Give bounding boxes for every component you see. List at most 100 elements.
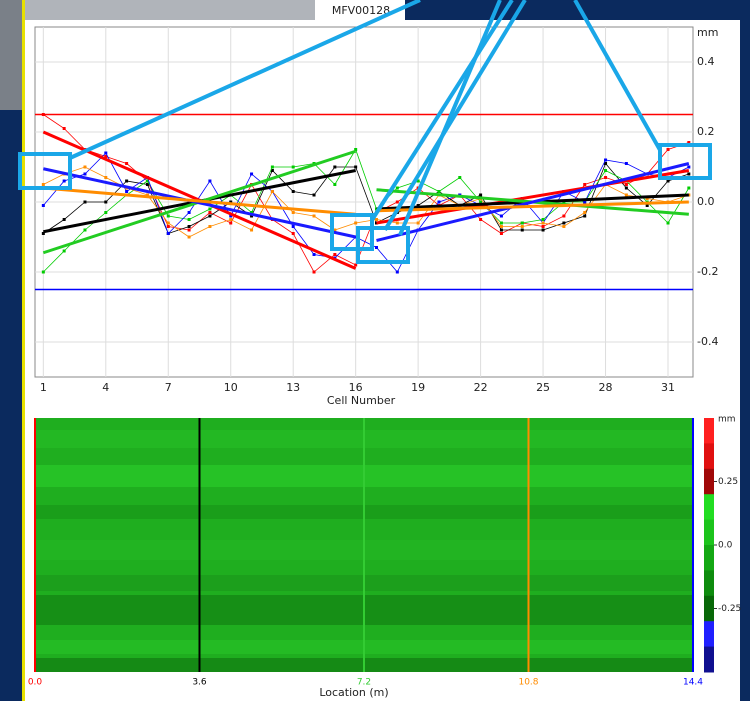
data-point	[520, 221, 524, 225]
colorbar-segment	[704, 595, 714, 622]
data-point	[395, 200, 399, 204]
x-tick-label: 0.0	[28, 678, 43, 688]
data-point	[499, 225, 503, 228]
data-point	[312, 193, 316, 197]
data-point	[104, 211, 108, 214]
data-point	[416, 179, 420, 183]
data-point	[541, 228, 545, 232]
x-tick-label: 1	[40, 381, 47, 394]
data-point	[499, 221, 503, 225]
colorbar-tick-label: -0.25	[718, 604, 741, 614]
data-point	[624, 193, 628, 197]
callout-line	[573, 0, 662, 151]
data-point	[166, 221, 170, 225]
data-point	[583, 183, 587, 186]
data-point	[62, 127, 66, 130]
data-point	[666, 221, 670, 225]
data-point	[562, 221, 566, 225]
data-point	[229, 218, 233, 221]
data-point	[499, 232, 503, 235]
data-point	[187, 218, 191, 221]
colorbar-segment	[704, 443, 714, 470]
data-point	[666, 179, 670, 183]
data-point	[687, 172, 691, 176]
x-tick-label: 31	[661, 381, 675, 394]
data-point	[479, 193, 483, 197]
data-point	[104, 155, 108, 158]
data-point	[583, 214, 587, 218]
data-point	[520, 225, 524, 228]
data-point	[166, 214, 170, 218]
data-point	[208, 225, 212, 228]
data-point	[312, 214, 316, 218]
x-tick-label: 16	[349, 381, 363, 394]
data-point	[333, 228, 337, 232]
data-point	[395, 221, 399, 225]
callout-line	[69, 0, 421, 160]
data-point	[499, 214, 503, 218]
data-point	[437, 190, 441, 193]
x-axis-label: Cell Number	[327, 394, 396, 407]
data-point	[291, 232, 295, 235]
x-tick-label: 7.2	[357, 678, 371, 688]
colorbar-segment	[704, 519, 714, 546]
colorbar-tick-label: 0.25	[718, 477, 738, 487]
data-point	[208, 211, 212, 214]
heatmap-x-label: Location (m)	[319, 686, 388, 699]
y-tick-label: -0.2	[697, 265, 718, 278]
x-tick-label: 3.6	[192, 678, 207, 688]
data-point	[416, 221, 420, 225]
data-point	[312, 270, 316, 274]
data-point	[645, 204, 649, 207]
data-point	[645, 197, 649, 200]
data-point	[145, 193, 149, 197]
right-strip	[740, 0, 750, 701]
data-point	[291, 211, 295, 214]
callout-line	[383, 0, 527, 232]
data-point	[104, 200, 108, 204]
data-point	[395, 270, 399, 274]
data-point	[291, 165, 295, 169]
data-point	[354, 263, 358, 267]
data-point	[624, 162, 628, 165]
data-point	[41, 113, 45, 116]
colorbar-segment	[704, 646, 714, 673]
data-point	[416, 204, 420, 207]
data-point	[437, 200, 441, 204]
data-point	[83, 228, 87, 232]
colorbar-segment	[704, 621, 714, 648]
data-point	[229, 200, 233, 204]
data-point	[333, 253, 337, 256]
y-unit: mm	[697, 26, 718, 39]
data-point	[270, 165, 274, 169]
colorbar-tick-label: 0.0	[718, 541, 733, 551]
callouts	[18, 0, 712, 264]
data-point	[104, 176, 108, 179]
data-point	[583, 211, 587, 214]
photo-fragment	[0, 0, 22, 110]
data-point	[541, 218, 545, 221]
data-point	[312, 253, 316, 256]
colorbar-unit: mm	[718, 415, 736, 425]
callout-line	[398, 0, 502, 236]
colorbar-segment	[704, 494, 714, 521]
x-tick-label: 28	[599, 381, 613, 394]
data-point	[125, 162, 129, 165]
chart-title: MFV00128	[332, 4, 390, 17]
marks: 0.4 0.2 0.0 -0.2 -0.4 1 4 7 10 13 16 19 22 25 28 31 0.25…	[28, 27, 741, 688]
data-point	[145, 179, 149, 183]
data-point	[166, 225, 170, 228]
data-point	[62, 179, 66, 183]
data-point	[270, 190, 274, 193]
data-point	[208, 214, 212, 218]
data-point	[125, 190, 129, 193]
trend-line	[376, 200, 689, 213]
y-tick-label: 0.2	[697, 125, 715, 138]
data-point	[187, 235, 191, 239]
data-point	[291, 190, 295, 193]
data-point	[208, 207, 212, 211]
data-point	[687, 165, 691, 169]
series-line	[43, 166, 689, 238]
data-point	[687, 186, 691, 190]
